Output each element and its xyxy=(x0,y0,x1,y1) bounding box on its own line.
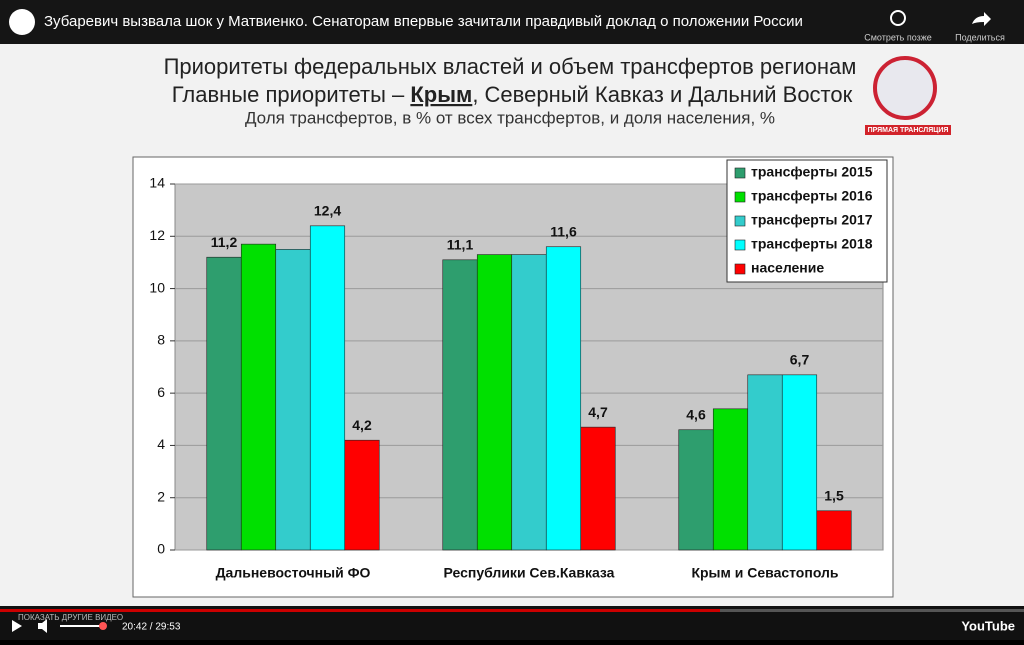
bar xyxy=(206,256,242,551)
legend xyxy=(726,159,888,283)
bar xyxy=(275,249,311,551)
value-label: 11,1 xyxy=(447,237,474,253)
watch-later-icon[interactable] xyxy=(890,10,906,26)
value-label: 4,6 xyxy=(686,406,706,422)
live-badge: ПРЯМАЯ ТРАНСЛЯЦИЯ xyxy=(868,127,949,134)
bar xyxy=(309,225,346,551)
chart-title: Приоритеты федеральных властей и объем т… xyxy=(164,54,857,79)
progress-played xyxy=(0,609,720,612)
bar xyxy=(476,254,513,551)
chart-note: Доля трансфертов, в % от всех трансферто… xyxy=(245,108,775,127)
value-label: 1,5 xyxy=(824,487,844,503)
tv-logo xyxy=(873,56,937,120)
bar xyxy=(511,254,547,551)
legend-swatch xyxy=(734,239,746,251)
value-label: 6,7 xyxy=(790,352,810,368)
channel-avatar[interactable] xyxy=(9,9,35,35)
legend-label: население xyxy=(751,260,824,276)
value-label: 12,4 xyxy=(314,203,341,219)
x-tick-label: Республики Сев.Кавказа xyxy=(444,565,615,581)
play-button[interactable] xyxy=(12,620,22,632)
legend-swatch xyxy=(734,215,746,227)
legend-label: трансферты 2016 xyxy=(751,188,873,204)
share[interactable]: Поделиться xyxy=(955,32,1005,42)
bar xyxy=(240,243,277,551)
live-badge-bg xyxy=(865,125,951,135)
y-tick-label: 4 xyxy=(157,436,165,452)
value-label: 4,7 xyxy=(588,404,608,420)
youtube-logo[interactable]: YouTube xyxy=(961,618,1015,633)
share-icon[interactable] xyxy=(972,12,991,26)
y-tick-label: 10 xyxy=(149,279,165,295)
y-tick-label: 8 xyxy=(157,332,165,348)
bar xyxy=(442,259,478,551)
time: 20:42 / 29:53 xyxy=(122,622,181,633)
watch-later[interactable]: Смотреть позже xyxy=(864,32,932,42)
x-tick-label: Дальневосточный ФО xyxy=(216,565,371,581)
y-tick-label: 6 xyxy=(157,384,165,400)
bar xyxy=(580,426,616,551)
bar xyxy=(545,246,582,551)
subtitle-part: , Северный Кавказ и Дальний Восток xyxy=(472,82,852,107)
value-label: 4,2 xyxy=(352,417,372,433)
chart-subtitle: Главные приоритеты – Крым, Северный Кавк… xyxy=(172,82,853,107)
bar xyxy=(344,439,380,551)
value-label: 11,6 xyxy=(550,223,577,239)
y-tick-label: 12 xyxy=(149,227,165,243)
subtitle-highlight: Крым xyxy=(410,82,472,107)
legend-label: трансферты 2018 xyxy=(751,236,873,252)
bar xyxy=(712,408,749,551)
legend-swatch xyxy=(734,263,746,275)
video-title[interactable]: Зубаревич вызвала шок у Матвиенко. Сенат… xyxy=(44,13,803,30)
value-label: 11,2 xyxy=(211,234,238,250)
y-tick-label: 2 xyxy=(157,488,165,504)
volume-level xyxy=(60,625,103,627)
volume-button[interactable] xyxy=(38,619,47,633)
bar xyxy=(816,510,852,551)
legend-swatch xyxy=(734,167,746,179)
chart: 0 2 4 6 8 10 12 14 Дальневосточный ФО 11,2 12,4 4,2… xyxy=(149,159,888,581)
x-tick-label: Крым и Севастополь xyxy=(691,565,838,581)
more-videos[interactable]: ПОКАЗАТЬ ДРУГИЕ ВИДЕО xyxy=(18,613,123,622)
bar xyxy=(781,374,818,551)
volume-knob[interactable] xyxy=(99,622,107,630)
legend-label: трансферты 2015 xyxy=(751,164,873,180)
legend-label: трансферты 2017 xyxy=(751,212,873,228)
y-tick-label: 14 xyxy=(149,175,165,191)
bar xyxy=(678,429,714,551)
top-bar xyxy=(0,0,1024,44)
y-tick-label: 0 xyxy=(157,541,165,557)
subtitle-part: Главные приоритеты – xyxy=(172,82,411,107)
legend-swatch xyxy=(734,191,746,203)
bar xyxy=(747,374,783,551)
